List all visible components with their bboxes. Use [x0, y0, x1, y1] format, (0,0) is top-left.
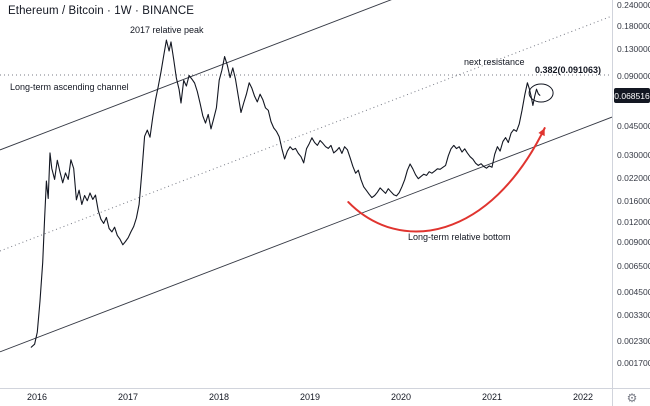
- chart-pane[interactable]: Ethereum / Bitcoin · 1W · BINANCE 2017 r…: [0, 0, 612, 388]
- price-tick-label: 0.001700: [617, 357, 650, 368]
- last-price-badge: 0.068516: [614, 88, 650, 104]
- annotation-fib-level[interactable]: 0.382(0.091063): [534, 65, 601, 75]
- price-tick-label: 0.240000: [617, 0, 650, 10]
- price-tick-label: 0.130000: [617, 44, 650, 55]
- price-tick-label: 0.045000: [617, 120, 650, 131]
- price-tick-label: 0.004500: [617, 287, 650, 298]
- channel-lower-line[interactable]: [0, 116, 612, 353]
- year-label: 2017: [117, 392, 139, 402]
- time-axis[interactable]: 2016 2017 2018 2019 2020 2021 2022: [0, 388, 612, 406]
- price-tick-label: 0.180000: [617, 20, 650, 31]
- annotation-2017-relative-peak[interactable]: 2017 relative peak: [130, 25, 204, 35]
- year-label: 2019: [299, 392, 321, 402]
- price-tick-label: 0.006500: [617, 260, 650, 271]
- year-label: 2018: [208, 392, 230, 402]
- price-tick-label: 0.012000: [617, 216, 650, 227]
- channel-upper-line[interactable]: [0, 0, 612, 151]
- trend-arrow[interactable]: [347, 127, 546, 233]
- highlight-ellipse[interactable]: [528, 83, 554, 103]
- year-label: 2016: [26, 392, 48, 402]
- price-line[interactable]: [30, 39, 541, 348]
- channel-mid-line[interactable]: [0, 15, 612, 252]
- year-label: 2021: [481, 392, 503, 402]
- price-tick-label: 0.003300: [617, 309, 650, 320]
- price-tick-label: 0.009000: [617, 237, 650, 248]
- price-tick-label: 0.090000: [617, 70, 650, 81]
- year-label: 2022: [572, 392, 594, 402]
- settings-gear-icon[interactable]: ⚙: [626, 391, 638, 405]
- axis-settings-corner[interactable]: ⚙: [612, 388, 650, 406]
- price-axis[interactable]: 0.068516 0.240000 0.180000 0.130000 0.09000…: [612, 0, 650, 388]
- price-tick-label: 0.030000: [617, 150, 650, 161]
- year-label: 2020: [390, 392, 412, 402]
- trend-arrow-head[interactable]: [538, 128, 545, 137]
- price-tick-label: 0.002300: [617, 335, 650, 346]
- annotation-ascending-channel[interactable]: Long-term ascending channel: [10, 82, 129, 92]
- price-tick-label: 0.016000: [617, 195, 650, 206]
- annotation-relative-bottom[interactable]: Long-term relative bottom: [408, 232, 511, 242]
- symbol-title[interactable]: Ethereum / Bitcoin · 1W · BINANCE: [8, 5, 195, 17]
- chart-canvas[interactable]: [0, 0, 612, 388]
- price-tick-label: 0.022000: [617, 172, 650, 183]
- annotation-next-resistance[interactable]: next resistance: [464, 57, 525, 67]
